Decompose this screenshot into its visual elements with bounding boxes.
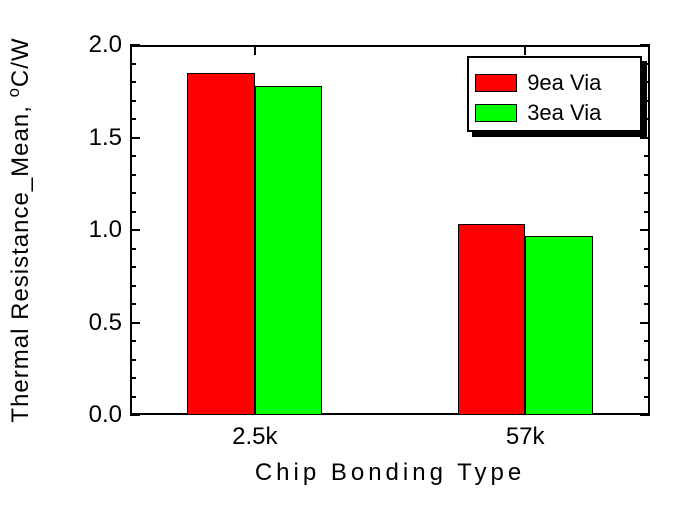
y-tick-label: 2.0 [66, 31, 122, 59]
thermal-resistance-bar-chart: 0.0 0.5 1.0 1.5 2.0 Thermal Resistance_Mean, … [0, 0, 694, 516]
y-minor-tick [644, 396, 650, 398]
bar [525, 236, 593, 415]
y-tick-label: 1.5 [66, 124, 122, 152]
legend-swatch [475, 104, 517, 122]
y-minor-tick [130, 155, 136, 157]
y-minor-tick [130, 303, 136, 305]
y-title-suffix: C/W [7, 37, 34, 87]
legend-item: 9ea Via [475, 68, 601, 98]
y-minor-tick [644, 340, 650, 342]
legend-label: 9ea Via [527, 70, 601, 96]
y-tick [130, 137, 140, 139]
y-minor-tick [130, 118, 136, 120]
y-title-degree: o [4, 87, 23, 97]
y-tick [130, 414, 140, 416]
y-minor-tick [644, 266, 650, 268]
y-minor-tick [130, 63, 136, 65]
y-tick-label: 0.5 [66, 309, 122, 337]
y-title-prefix: Thermal Resistance_Mean, [7, 97, 34, 422]
legend-label: 3ea Via [527, 100, 601, 126]
legend-swatch [475, 74, 517, 92]
y-minor-tick [644, 248, 650, 250]
y-minor-tick [130, 377, 136, 379]
y-minor-tick [130, 192, 136, 194]
y-minor-tick [644, 303, 650, 305]
y-tick-label: 1.0 [66, 216, 122, 244]
x-tick-label: 57k [506, 423, 545, 451]
y-minor-tick [130, 100, 136, 102]
y-minor-tick [130, 248, 136, 250]
x-tick [254, 45, 256, 55]
x-axis-title: Chip Bonding Type [255, 459, 525, 487]
x-tick [524, 45, 526, 55]
y-minor-tick [130, 396, 136, 398]
y-minor-tick [130, 266, 136, 268]
legend-item: 3ea Via [475, 98, 601, 128]
y-tick [640, 414, 650, 416]
y-minor-tick [130, 174, 136, 176]
bar [187, 73, 255, 415]
plot-border [130, 45, 650, 47]
y-axis-title: Thermal Resistance_Mean, oC/W [4, 37, 35, 422]
y-tick [640, 44, 650, 46]
y-minor-tick [644, 285, 650, 287]
x-tick-label: 2.5k [232, 423, 277, 451]
y-tick [130, 322, 140, 324]
y-minor-tick [644, 377, 650, 379]
y-minor-tick [130, 81, 136, 83]
y-minor-tick [644, 359, 650, 361]
y-tick [640, 322, 650, 324]
y-minor-tick [644, 211, 650, 213]
y-minor-tick [130, 340, 136, 342]
y-minor-tick [644, 155, 650, 157]
y-tick [130, 44, 140, 46]
y-tick-label: 0.0 [66, 401, 122, 429]
y-minor-tick [644, 174, 650, 176]
y-tick [130, 229, 140, 231]
y-tick [640, 229, 650, 231]
y-minor-tick [130, 285, 136, 287]
y-minor-tick [644, 192, 650, 194]
y-minor-tick [130, 211, 136, 213]
bar [458, 224, 526, 415]
y-minor-tick [130, 359, 136, 361]
bar [255, 86, 323, 415]
